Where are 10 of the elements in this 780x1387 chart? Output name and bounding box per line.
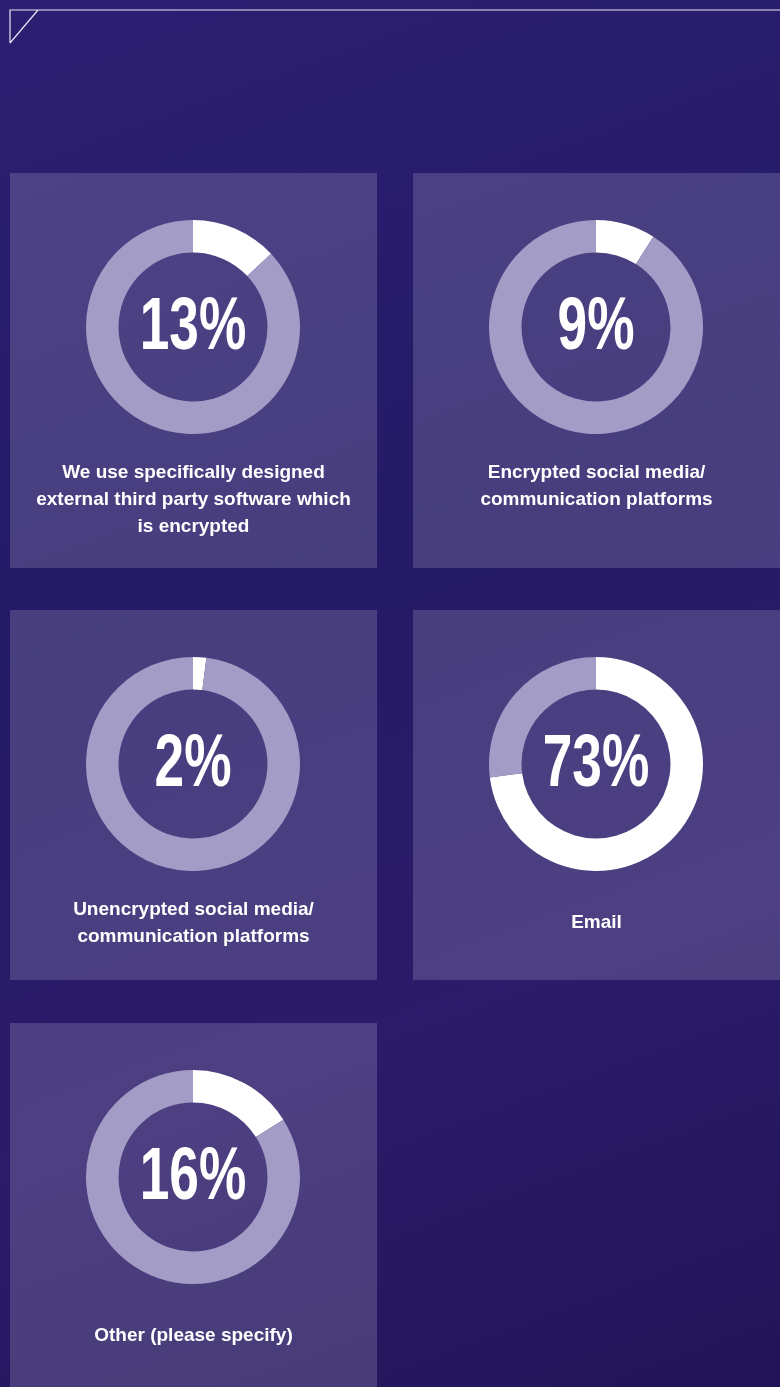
- data-label: 9%: [557, 282, 635, 366]
- data-label: 16%: [139, 1132, 247, 1216]
- text: Email: [570, 910, 623, 934]
- text: Other (please specify): [93, 1323, 294, 1347]
- text: Unencrypted social media/ communication platforms: [72, 897, 315, 948]
- data-label: 13%: [139, 282, 247, 366]
- text: Encrypted social media/ communication platforms: [479, 460, 714, 511]
- data-label: 73%: [542, 719, 650, 803]
- data-label: 2%: [154, 719, 232, 803]
- text: We use specifically designed external third party software which is encrypted: [35, 460, 352, 538]
